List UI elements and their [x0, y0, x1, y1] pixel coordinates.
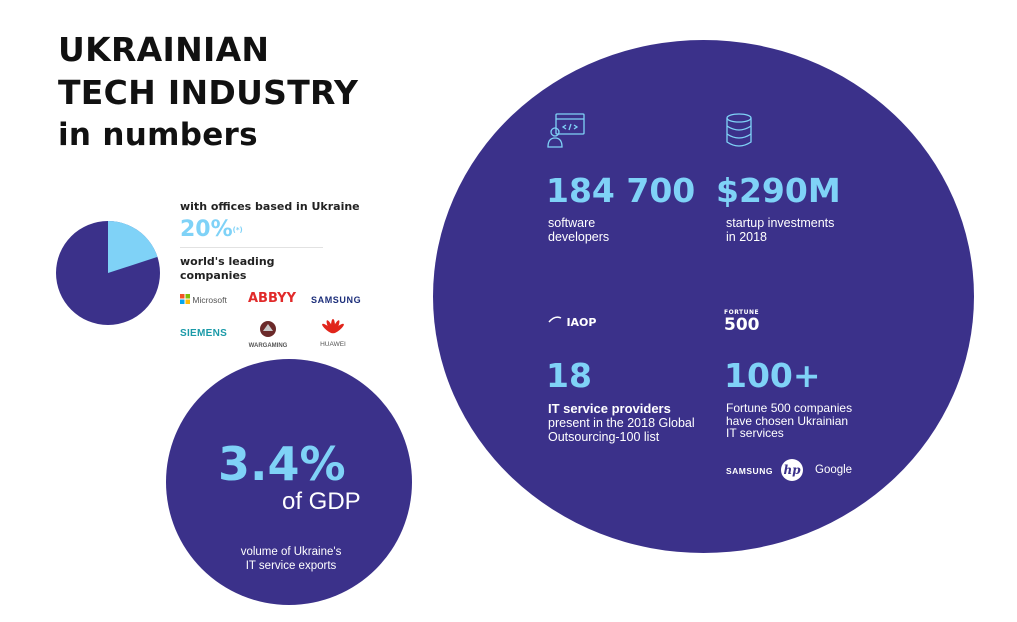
pie-chart [56, 221, 160, 325]
developer-icon [547, 113, 585, 148]
hp-logo-text: hp [783, 463, 801, 477]
fortune-value: 100+ [724, 356, 821, 395]
offices-heading: with offices based in Ukraine [180, 200, 360, 213]
samsung-partner-logo: SAMSUNG [726, 466, 773, 476]
fortune-logo-top: FORTUNE [724, 309, 760, 316]
fortune-label: Fortune 500 companies have chosen Ukrain… [726, 402, 852, 440]
investments-value: $290M [716, 171, 841, 210]
fortune-label-line-2: have chosen Ukrainian [726, 413, 849, 428]
iaop-logo: IAOP [548, 313, 596, 331]
huawei-icon [322, 319, 344, 334]
wargaming-label: WARGAMING [248, 343, 288, 349]
abbyy-logo: ABBYY [248, 291, 296, 306]
samsung-logo: SAMSUNG [311, 295, 362, 305]
siemens-logo: SIEMENS [180, 328, 228, 339]
hp-logo: hp [781, 459, 803, 481]
companies-heading: world's leading companies [180, 255, 275, 283]
title-line-3: in numbers [58, 117, 258, 153]
microsoft-logo: Microsoft [180, 294, 227, 305]
investments-label-line-2: in 2018 [726, 230, 768, 244]
page-title: UKRAINIAN TECH INDUSTRY in numbers [58, 28, 358, 157]
investments-label: startup investments in 2018 [726, 216, 834, 244]
gdp-circle [166, 359, 412, 605]
developers-label-line-1: software [548, 216, 596, 230]
fortune-label-line-3: IT services [726, 426, 784, 440]
companies-heading-line-1: world's leading [180, 255, 275, 268]
fortune-logo-bottom: 500 [724, 315, 760, 335]
offices-footnote: (*) [232, 226, 243, 234]
title-line-2: TECH INDUSTRY [58, 73, 359, 112]
investments-label-line-1: startup investments [726, 216, 835, 230]
companies-heading-line-2: companies [180, 269, 247, 282]
divider [180, 247, 323, 248]
offices-percentage-value: 20% [180, 217, 233, 242]
developers-value: 184 700 [546, 171, 696, 210]
providers-label: IT service providers present in the 2018… [548, 401, 695, 445]
microsoft-label: Microsoft [192, 295, 227, 305]
huawei-logo: HUAWEI [316, 318, 350, 348]
fortune-label-line-1: Fortune 500 companies [726, 401, 853, 415]
providers-label-bold: IT service providers [548, 401, 671, 416]
gdp-description-line-2: IT service exports [245, 560, 337, 572]
gdp-value: 3.4% [218, 437, 346, 491]
iaop-logo-text: IAOP [566, 316, 597, 329]
title-line-1: UKRAINIAN [58, 30, 270, 69]
huawei-label: HUAWEI [320, 341, 346, 348]
wargaming-icon [260, 321, 276, 337]
developers-label: software developers [548, 216, 609, 244]
gdp-description: volume of Ukraine's IT service exports [226, 545, 356, 573]
iaop-swoosh-icon [548, 316, 562, 323]
pie-highlight-slice [108, 221, 158, 273]
fortune-500-logo: FORTUNE 500 [724, 309, 760, 334]
providers-label-line-1: present in the 2018 Global [548, 416, 695, 430]
microsoft-windows-icon [180, 294, 190, 304]
developers-label-line-2: developers [548, 230, 610, 244]
stats-circle [433, 40, 974, 553]
database-icon [726, 113, 752, 147]
gdp-description-line-1: volume of Ukraine's [240, 546, 342, 558]
offices-percentage: 20%(*) [180, 218, 243, 242]
gdp-unit: of GDP [282, 488, 361, 515]
providers-value: 18 [546, 356, 592, 395]
wargaming-logo: WARGAMING [248, 320, 288, 349]
providers-label-line-2: Outsourcing-100 list [548, 430, 660, 444]
google-logo: Google [815, 464, 853, 476]
